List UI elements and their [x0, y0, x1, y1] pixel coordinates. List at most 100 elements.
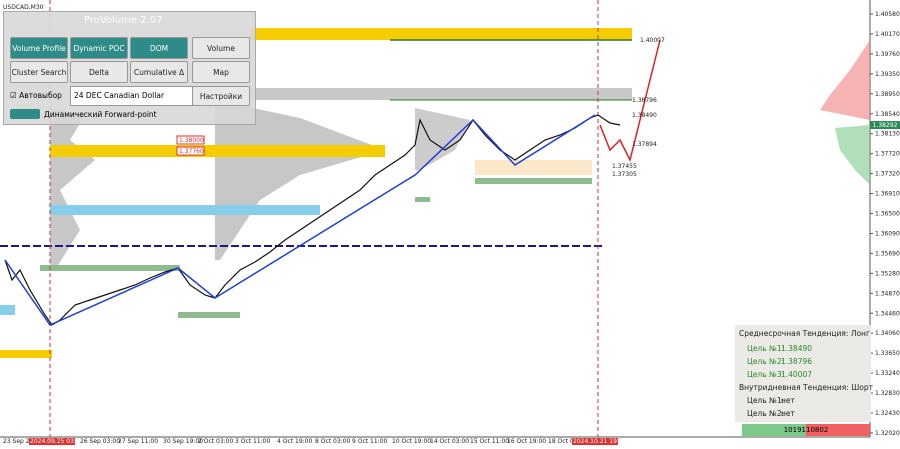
price-label: 1.40580	[875, 11, 900, 18]
price-label: 1.35690	[875, 250, 900, 257]
price-label: 1.37320	[875, 171, 900, 178]
button[interactable]: Настройки	[192, 86, 250, 106]
zone	[40, 265, 180, 271]
button[interactable]: Cumulative Δ	[130, 61, 188, 83]
zone	[475, 178, 592, 184]
zone	[475, 160, 592, 175]
checkbox-label: Автовыбор	[19, 91, 62, 100]
zone	[0, 350, 52, 358]
volume-profile	[215, 100, 385, 260]
price-label: 1.38130	[875, 131, 900, 138]
checkbox[interactable]: ☑ Автовыбор	[10, 91, 62, 100]
button[interactable]: Map	[192, 61, 250, 83]
sell-volume: 10802	[806, 424, 870, 436]
button[interactable]: Cluster Search	[10, 61, 68, 83]
red-level-label: 1.38000	[179, 137, 204, 144]
time-label: 2024.09.25 03:00	[30, 438, 84, 445]
price-label: 1.34870	[875, 290, 900, 297]
time-label: 3 Oct 11:00	[235, 438, 270, 445]
time-label: 26 Sep 03:00	[80, 438, 120, 445]
price-label: 1.35280	[875, 270, 900, 277]
price-label: 1.32830	[875, 390, 900, 397]
volume-profile	[820, 40, 870, 120]
red-level-label: 1.37760	[179, 148, 204, 155]
price-label: 1.34060	[875, 330, 900, 337]
provolume-panel: ProVolume 2.07 Volume Profile Dynamic PO…	[3, 11, 256, 125]
target-value: нет	[781, 396, 795, 405]
button[interactable]: Dynamic POC	[70, 37, 128, 59]
projection	[599, 39, 661, 163]
level-label: 1.37894	[632, 141, 657, 148]
time-label: 16 Oct 19:00	[507, 438, 546, 445]
level-label: 1.37305	[612, 171, 637, 178]
time-label: 23 Sep 2024	[3, 438, 41, 445]
zone	[0, 305, 15, 315]
button[interactable]: DOM	[130, 37, 188, 59]
symbol: USDCAD,M30	[3, 4, 44, 11]
level-label: 1.38796	[632, 97, 657, 104]
price-label: 1.33240	[875, 370, 900, 377]
time-label: 2024.10.21 19:00	[573, 438, 627, 445]
zone	[250, 28, 632, 40]
target-label: Цель №2:	[747, 409, 785, 418]
zone	[415, 197, 430, 202]
level-box	[176, 135, 205, 145]
time-highlight	[572, 438, 618, 445]
trend: Внутридневная Тенденция: Шорт	[739, 383, 873, 392]
time-label: 14 Oct 03:00	[430, 438, 469, 445]
level-label: 1.40007	[640, 37, 665, 44]
axis-bg	[870, 0, 900, 449]
panel-title: ProVolume 2.07	[84, 15, 163, 26]
buy-volume: 10191	[742, 424, 806, 436]
target-label: Цель №1:	[747, 344, 785, 353]
price-label: 1.34460	[875, 310, 900, 317]
time-highlight	[29, 438, 75, 445]
level-label: 1.37455	[612, 163, 637, 170]
current-price: 1.38292	[873, 122, 898, 129]
target-value: 1.38796	[781, 357, 813, 366]
time-label: 30 Sep 19:00	[163, 438, 203, 445]
zone	[250, 88, 632, 100]
time-label: 27 Sep 11:00	[118, 438, 158, 445]
button[interactable]: Volume Profile	[10, 37, 68, 59]
target-value: нет	[781, 409, 795, 418]
zone	[50, 145, 385, 157]
target-value: 1.40007	[781, 370, 813, 379]
time-label: 18 Oct 03:00	[548, 438, 587, 445]
volume-profile	[835, 125, 870, 185]
button[interactable]: Delta	[70, 61, 128, 83]
price-label: 1.36500	[875, 211, 900, 218]
level-box	[176, 146, 205, 156]
price-tag	[870, 121, 900, 129]
toggle[interactable]	[10, 109, 40, 119]
target-label: Цель №2:	[747, 357, 785, 366]
time-label: 9 Oct 11:00	[352, 438, 387, 445]
price-label: 1.37720	[875, 151, 900, 158]
price-label: 1.40170	[875, 31, 900, 38]
target-label: Цель №1:	[747, 396, 785, 405]
dropdown[interactable]: 24 DEC Canadian Dollar	[70, 86, 193, 106]
level-label: 1.38490	[632, 112, 657, 119]
time-label: 15 Oct 11:00	[470, 438, 509, 445]
zone	[50, 205, 320, 215]
price-label: 1.36910	[875, 191, 900, 198]
time-label: 4 Oct 19:00	[277, 438, 312, 445]
time-label: 10 Oct 19:00	[392, 438, 431, 445]
price-label: 1.36090	[875, 230, 900, 237]
button[interactable]: Volume	[192, 37, 250, 59]
price-label: 1.39350	[875, 71, 900, 78]
price-line	[4, 114, 621, 326]
price-label: 1.39760	[875, 51, 900, 58]
target-value: 1.38490	[781, 344, 813, 353]
trend: Среднесрочная Тенденция: Лонг	[739, 329, 870, 338]
zigzag	[4, 114, 596, 326]
time-label: 2 Oct 03:00	[198, 438, 233, 445]
info-box: Среднесрочная Тенденция: Лонг Цель №1: 1…	[735, 325, 873, 422]
price-label: 1.38950	[875, 91, 900, 98]
toggle-label: Динамический Forward-point	[44, 110, 157, 119]
volume-profile	[415, 108, 470, 170]
time-label: 8 Oct 03:00	[315, 438, 350, 445]
zone	[178, 312, 240, 318]
